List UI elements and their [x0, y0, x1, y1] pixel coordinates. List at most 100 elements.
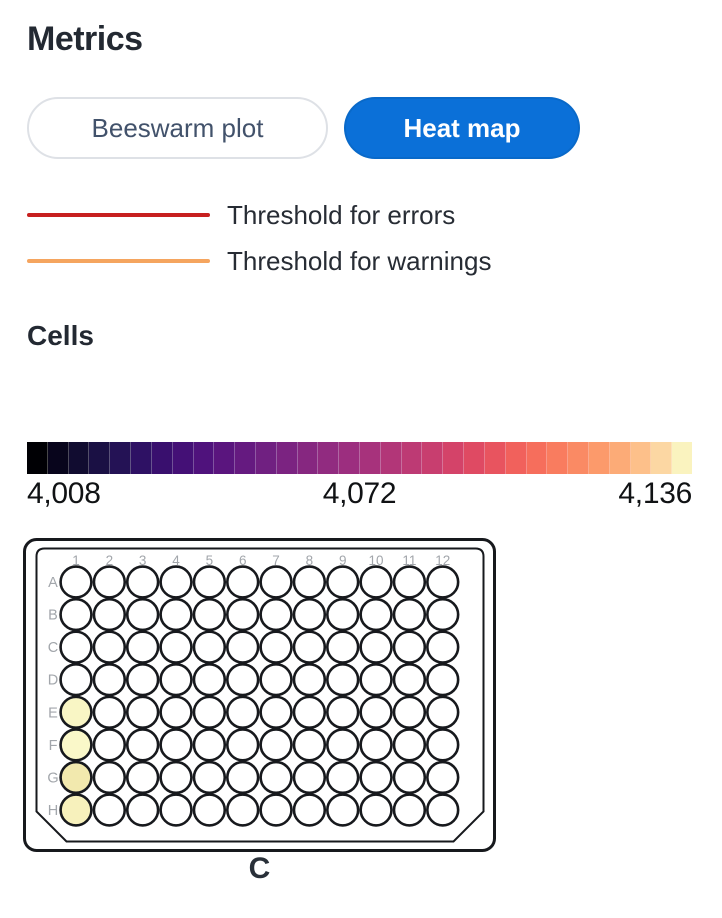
well-H9[interactable] [326, 793, 360, 827]
well-D8[interactable] [292, 663, 327, 697]
well-G10[interactable] [359, 760, 393, 795]
well-D9[interactable] [326, 663, 360, 697]
well-A12[interactable] [426, 565, 460, 599]
well-B1[interactable] [59, 597, 93, 632]
well-B3[interactable] [125, 597, 160, 632]
well-H6[interactable] [226, 793, 260, 827]
well-A4[interactable] [159, 565, 193, 599]
colorbar-segment [651, 442, 673, 474]
well-H10[interactable] [359, 793, 393, 827]
well-C2[interactable] [92, 630, 127, 664]
well-D12[interactable] [426, 663, 460, 697]
well-D11[interactable] [392, 663, 427, 697]
well-B7[interactable] [259, 597, 293, 632]
well-G2[interactable] [92, 760, 127, 795]
well-F11[interactable] [392, 728, 427, 762]
well-G5[interactable] [192, 760, 227, 795]
well-A8[interactable] [292, 565, 327, 599]
well-B8[interactable] [292, 597, 327, 632]
well-F10[interactable] [359, 728, 393, 762]
well-A2[interactable] [92, 565, 127, 599]
well-H11[interactable] [392, 793, 427, 827]
well-E11[interactable] [392, 695, 427, 729]
well-H2[interactable] [92, 793, 127, 827]
well-F6[interactable] [226, 728, 260, 762]
well-A5[interactable] [192, 565, 227, 599]
well-B11[interactable] [392, 597, 427, 632]
well-E9[interactable] [326, 695, 360, 729]
well-C6[interactable] [226, 630, 260, 664]
well-G6[interactable] [226, 760, 260, 795]
row-label: G [47, 770, 58, 786]
well-H8[interactable] [292, 793, 327, 827]
well-D6[interactable] [226, 663, 260, 697]
well-C3[interactable] [125, 630, 160, 664]
well-F9[interactable] [326, 728, 360, 762]
well-G12[interactable] [426, 760, 460, 795]
beeswarm-plot-button[interactable]: Beeswarm plot [27, 97, 328, 159]
well-A10[interactable] [359, 565, 393, 599]
heat-map-button[interactable]: Heat map [344, 97, 580, 159]
well-G4[interactable] [159, 760, 193, 795]
well-D1[interactable] [59, 663, 93, 697]
well-H4[interactable] [159, 793, 193, 827]
well-G7[interactable] [259, 760, 293, 795]
well-E4[interactable] [159, 695, 193, 729]
well-D2[interactable] [92, 663, 127, 697]
well-C12[interactable] [426, 630, 460, 664]
well-C4[interactable] [159, 630, 193, 664]
well-C9[interactable] [326, 630, 360, 664]
well-F7[interactable] [259, 728, 293, 762]
well-E1[interactable] [59, 695, 93, 729]
well-C8[interactable] [292, 630, 327, 664]
well-B5[interactable] [192, 597, 227, 632]
well-D7[interactable] [259, 663, 293, 697]
well-F8[interactable] [292, 728, 327, 762]
well-D5[interactable] [192, 663, 227, 697]
well-F2[interactable] [92, 728, 127, 762]
well-D4[interactable] [159, 663, 193, 697]
well-G1[interactable] [59, 760, 93, 795]
well-A9[interactable] [326, 565, 360, 599]
well-C7[interactable] [259, 630, 293, 664]
well-G3[interactable] [125, 760, 160, 795]
well-A3[interactable] [125, 565, 160, 599]
well-H5[interactable] [192, 793, 227, 827]
well-B10[interactable] [359, 597, 393, 632]
well-B4[interactable] [159, 597, 193, 632]
well-E12[interactable] [426, 695, 460, 729]
well-H3[interactable] [125, 793, 160, 827]
well-E7[interactable] [259, 695, 293, 729]
well-F3[interactable] [125, 728, 160, 762]
well-E10[interactable] [359, 695, 393, 729]
well-E2[interactable] [92, 695, 127, 729]
well-G8[interactable] [292, 760, 327, 795]
well-A7[interactable] [259, 565, 293, 599]
well-G11[interactable] [392, 760, 427, 795]
well-F5[interactable] [192, 728, 227, 762]
well-E5[interactable] [192, 695, 227, 729]
well-E6[interactable] [226, 695, 260, 729]
well-E8[interactable] [292, 695, 327, 729]
well-D3[interactable] [125, 663, 160, 697]
well-B2[interactable] [92, 597, 127, 632]
well-G9[interactable] [326, 760, 360, 795]
well-H1[interactable] [59, 793, 93, 827]
well-F4[interactable] [159, 728, 193, 762]
well-F1[interactable] [59, 728, 93, 762]
well-C10[interactable] [359, 630, 393, 664]
well-C11[interactable] [392, 630, 427, 664]
well-C1[interactable] [59, 630, 93, 664]
well-C5[interactable] [192, 630, 227, 664]
well-B12[interactable] [426, 597, 460, 632]
well-A6[interactable] [226, 565, 260, 599]
well-D10[interactable] [359, 663, 393, 697]
well-H12[interactable] [426, 793, 460, 827]
well-A1[interactable] [59, 565, 93, 599]
well-F12[interactable] [426, 728, 460, 762]
well-B9[interactable] [326, 597, 360, 632]
well-E3[interactable] [125, 695, 160, 729]
well-B6[interactable] [226, 597, 260, 632]
well-A11[interactable] [392, 565, 427, 599]
well-H7[interactable] [259, 793, 293, 827]
